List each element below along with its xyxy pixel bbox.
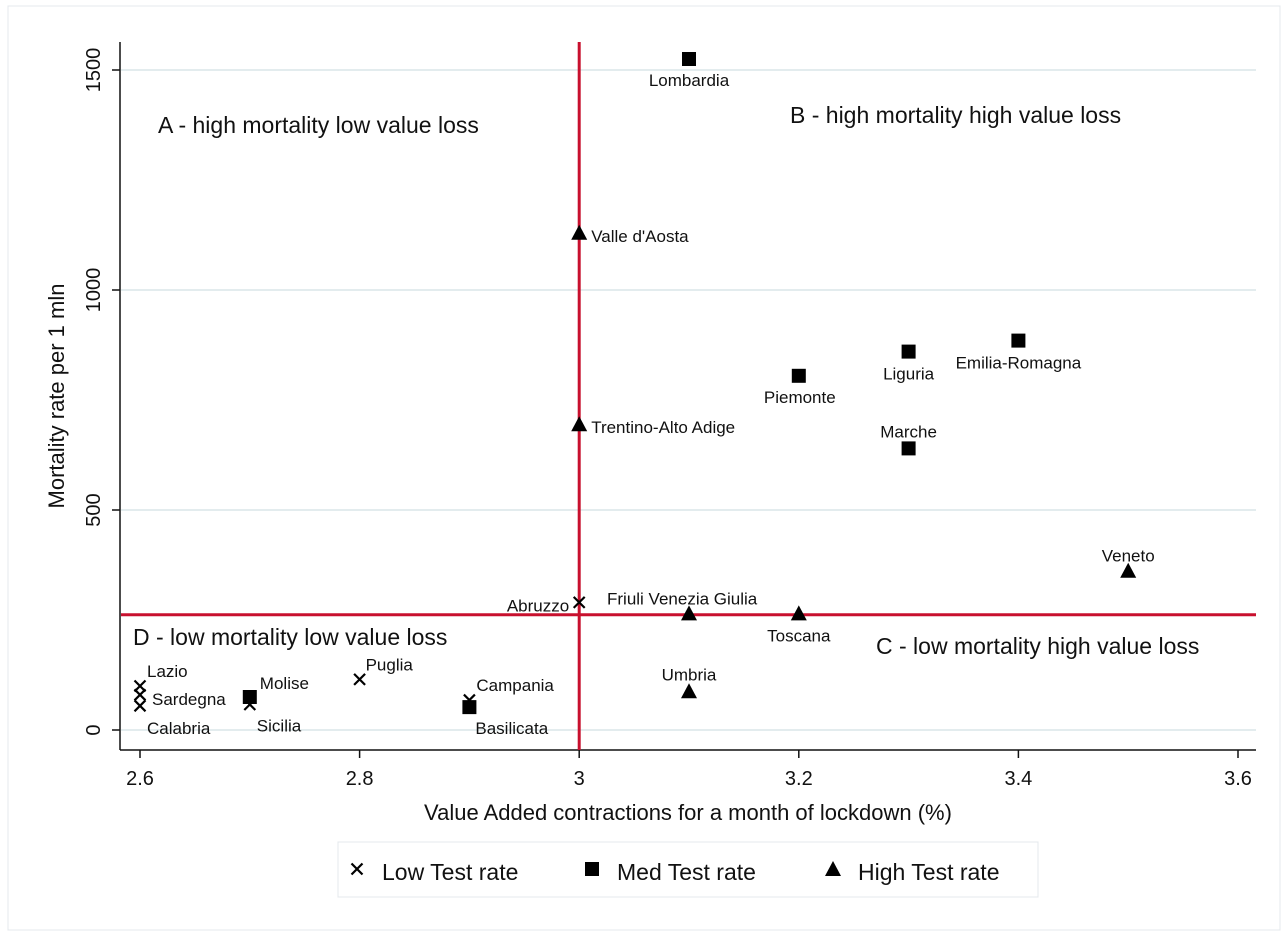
legend-label-triangle: High Test rate xyxy=(858,859,999,885)
point-calabria xyxy=(133,699,147,713)
x-tick-label: 3.2 xyxy=(785,768,813,790)
point-sicilia xyxy=(243,698,257,711)
point-emilia-romagna xyxy=(1011,333,1026,348)
point-label-emilia-romagna: Emilia-Romagna xyxy=(956,354,1082,373)
point-label-valle-d-aosta: Valle d'Aosta xyxy=(591,227,689,246)
chart-background xyxy=(7,5,1281,931)
legend-marker-square xyxy=(585,862,599,876)
point-label-marche: Marche xyxy=(880,422,937,441)
point-abruzzo xyxy=(572,596,586,609)
quadrant-label-a: A - high mortality low value loss xyxy=(158,112,479,138)
x-tick-label: 3 xyxy=(574,768,585,790)
legend-marker-triangle xyxy=(825,861,841,876)
point-umbria xyxy=(681,683,697,699)
x-axis-title: Value Added contractions for a month of … xyxy=(424,800,952,825)
quadrant-label-d: D - low mortality low value loss xyxy=(133,624,447,650)
legend-label-cross: Low Test rate xyxy=(382,859,518,885)
point-label-campania: Campania xyxy=(476,676,554,695)
point-molise xyxy=(242,690,257,704)
point-label-trentino-alto-adige: Trentino-Alto Adige xyxy=(591,418,735,437)
point-label-toscana: Toscana xyxy=(767,626,831,645)
point-veneto xyxy=(1120,562,1137,578)
point-label-piemonte: Piemonte xyxy=(764,388,836,407)
point-sardegna xyxy=(133,688,147,702)
gridlines xyxy=(121,69,1256,731)
point-label-sardegna: Sardegna xyxy=(152,690,226,709)
axes xyxy=(119,42,1256,751)
point-label-lazio: Lazio xyxy=(147,662,188,681)
legend-box xyxy=(337,841,1039,898)
point-label-liguria: Liguria xyxy=(883,365,935,384)
point-label-basilicata: Basilicata xyxy=(475,719,548,738)
x-tick-label: 3.6 xyxy=(1224,768,1252,790)
point-label-veneto: Veneto xyxy=(1102,547,1155,566)
x-tick-label: 3.4 xyxy=(1004,768,1032,790)
point-toscana xyxy=(790,605,807,621)
point-label-calabria: Calabria xyxy=(147,719,211,738)
y-tick-label: 1500 xyxy=(83,48,105,93)
point-label-sicilia: Sicilia xyxy=(257,716,302,735)
y-tick-label: 1000 xyxy=(83,268,105,313)
y-axis-title: Mortality rate per 1 mln xyxy=(44,284,69,509)
point-basilicata xyxy=(462,700,477,715)
quadrant-label-c: C - low mortality high value loss xyxy=(876,633,1199,659)
point-label-molise: Molise xyxy=(260,674,309,693)
point-label-abruzzo: Abruzzo xyxy=(507,596,569,615)
quadrant-label-b: B - high mortality high value loss xyxy=(790,102,1121,128)
y-tick-label: 500 xyxy=(83,493,105,526)
x-tick-label: 2.8 xyxy=(346,768,374,790)
point-label-lombardia: Lombardia xyxy=(649,71,730,90)
point-friuli-venezia-giulia xyxy=(681,605,697,621)
point-valle-d-aosta xyxy=(571,224,588,240)
y-ticks: 0 500 1000 1500 xyxy=(83,48,120,736)
point-label-umbria: Umbria xyxy=(662,665,717,684)
point-marche xyxy=(901,441,916,456)
point-puglia xyxy=(353,673,366,686)
point-label-friuli-venezia-giulia: Friuli Venezia Giulia xyxy=(607,589,758,608)
x-tick-label: 2.6 xyxy=(126,768,154,790)
x-ticks: 2.6 2.8 3 3.2 3.4 3.6 xyxy=(126,750,1252,790)
legend-marker-cross xyxy=(350,862,364,876)
point-label-puglia: Puglia xyxy=(366,655,414,674)
point-lombardia xyxy=(682,52,696,66)
data-points: Lombardia Valle d'Aosta Emilia-Romagna Ligu… xyxy=(133,52,1155,738)
legend-label-square: Med Test rate xyxy=(617,859,756,885)
legend: Low Test rate Med Test rate High Test rate xyxy=(337,841,1039,898)
point-trentino-alto-adige xyxy=(571,416,588,432)
y-tick-label: 0 xyxy=(83,724,105,735)
point-liguria xyxy=(901,344,916,359)
point-piemonte xyxy=(791,368,806,383)
